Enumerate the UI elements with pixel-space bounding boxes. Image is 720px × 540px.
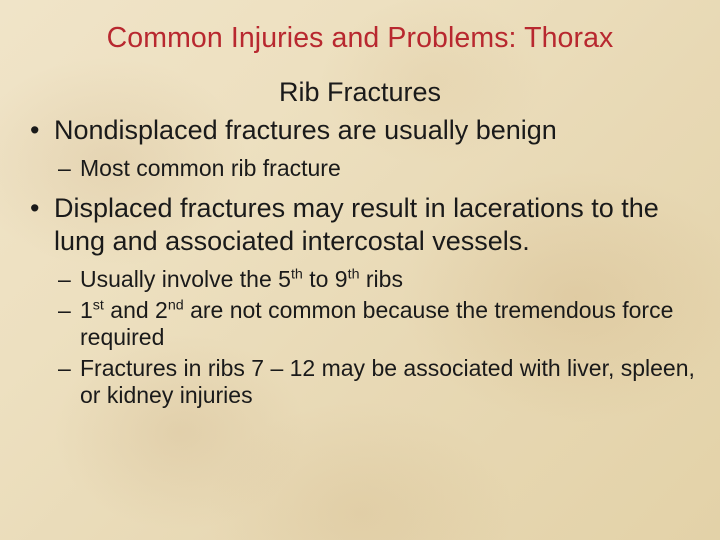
list-item-text: Most common rib fracture: [80, 155, 341, 181]
list-item: Nondisplaced fractures are usually benig…: [54, 114, 702, 182]
slide-title: Common Injuries and Problems: Thorax: [18, 22, 702, 55]
list-item: Displaced fractures may result in lacera…: [54, 192, 702, 410]
list-item-text: Nondisplaced fractures are usually benig…: [54, 115, 557, 145]
list-item: Usually involve the 5th to 9th ribs: [80, 266, 702, 293]
list-item-text: Usually involve the 5th to 9th ribs: [80, 266, 403, 292]
list-item-text: 1st and 2nd are not common because the t…: [80, 297, 673, 350]
bullet-list-level1: Nondisplaced fractures are usually benig…: [18, 114, 702, 410]
bullet-list-level2: Usually involve the 5th to 9th ribs 1st …: [54, 266, 702, 410]
list-item: 1st and 2nd are not common because the t…: [80, 297, 702, 351]
bullet-list-level2: Most common rib fracture: [54, 155, 702, 182]
list-item: Most common rib fracture: [80, 155, 702, 182]
list-item-text: Displaced fractures may result in lacera…: [54, 193, 659, 256]
list-item-text: Fractures in ribs 7 – 12 may be associat…: [80, 355, 695, 408]
list-item: Fractures in ribs 7 – 12 may be associat…: [80, 355, 702, 409]
slide-subtitle: Rib Fractures: [18, 77, 702, 108]
